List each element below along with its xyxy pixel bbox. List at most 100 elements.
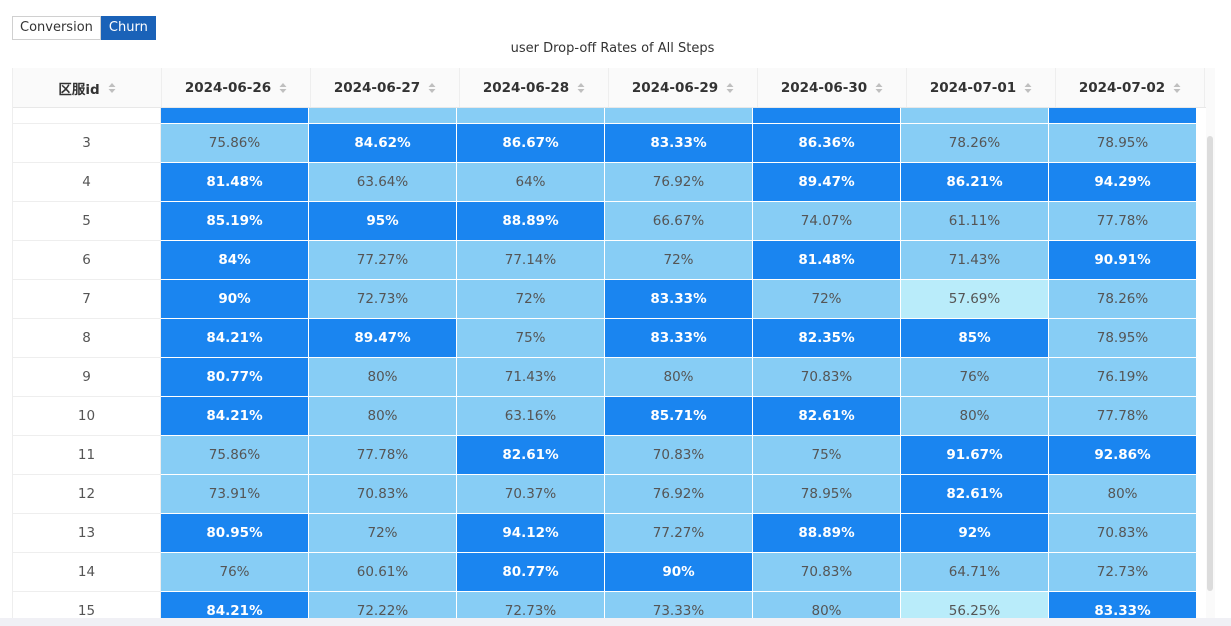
rate-cell: 77.27% (605, 514, 753, 553)
table-row: 14 76% 60.61% 80.77% 90% 70.83% 64.71% 72.73% (13, 553, 1206, 592)
rate-cell: 74.07% (753, 202, 901, 241)
rate-cell: 88.89% (753, 514, 901, 553)
rate-cell: 90.91% (1049, 241, 1197, 280)
table-row: 15 84.21% 72.22% 72.73% 73.33% 80% 56.25% 83.33… (13, 592, 1206, 618)
rate-cell: 78.95% (753, 475, 901, 514)
rate-cell: 56.25% (901, 592, 1049, 618)
rate-cell: 82.61% (457, 436, 605, 475)
rate-cell: 86.21% (901, 163, 1049, 202)
table-row: 7 90% 72.73% 72% 83.33% 72% 57.69% 78.26% (13, 280, 1206, 319)
rate-cell: 77.27% (309, 241, 457, 280)
row-id: 8 (13, 319, 161, 358)
rate-cell: 81.48% (753, 241, 901, 280)
rate-cell: 75.86% (161, 124, 309, 163)
rate-cell: 80% (605, 358, 753, 397)
rate-cell: 70.83% (753, 553, 901, 592)
rate-cell: 84.62% (309, 124, 457, 163)
scroll-thumb[interactable] (1207, 136, 1213, 591)
scrollbar[interactable] (1206, 68, 1215, 618)
rate-cell: 85.71% (605, 397, 753, 436)
rate-cell: 85.19% (161, 202, 309, 241)
rate-cell: 72% (605, 241, 753, 280)
column-header[interactable]: 2024-06-27 (311, 68, 460, 107)
column-header[interactable]: 2024-07-02 (1056, 68, 1205, 107)
rate-cell: 82.35% (753, 319, 901, 358)
rate-cell: 77.14% (457, 241, 605, 280)
rate-cell: 75% (457, 319, 605, 358)
row-id: 13 (13, 514, 161, 553)
sort-icon[interactable] (1024, 82, 1032, 94)
table-row: 12 73.91% 70.83% 70.37% 76.92% 78.95% 82.61% 80… (13, 475, 1206, 514)
sort-icon[interactable] (108, 82, 116, 94)
tab-group: Conversion Churn (12, 16, 156, 40)
tab[interactable]: Conversion (12, 16, 101, 40)
rate-cell: 84% (161, 241, 309, 280)
rate-cell: 73.91% (161, 475, 309, 514)
rate-cell: 72% (457, 280, 605, 319)
rate-cell: 78.95% (1049, 124, 1197, 163)
table-row: 10 84.21% 80% 63.16% 85.71% 82.61% 80% 77.78% (13, 397, 1206, 436)
rate-cell: 75% (753, 436, 901, 475)
rate-cell: 78.26% (901, 124, 1049, 163)
rate-cell: 86.67% (457, 124, 605, 163)
table-row: 9 80.77% 80% 71.43% 80% 70.83% 76% 76.19% (13, 358, 1206, 397)
table-row: 4 81.48% 63.64% 64% 76.92% 89.47% 86.21% 94.29% (13, 163, 1206, 202)
table: 281.48%76.47%66.67%72.73%84.62%76.92%100… (12, 68, 1206, 618)
rate-cell: 72.73% (457, 592, 605, 618)
sort-icon[interactable] (577, 82, 585, 94)
column-header[interactable]: 2024-06-28 (460, 68, 609, 107)
rate-cell: 78.95% (1049, 319, 1197, 358)
rate-cell: 72% (753, 280, 901, 319)
rate-cell: 80% (1049, 475, 1197, 514)
rate-cell: 86.36% (753, 124, 901, 163)
rate-cell: 72% (309, 514, 457, 553)
rate-cell: 72.22% (309, 592, 457, 618)
sort-icon[interactable] (1173, 82, 1181, 94)
rate-cell: 89.47% (309, 319, 457, 358)
column-label: 2024-06-29 (631, 79, 719, 96)
column-header[interactable]: 2024-06-26 (162, 68, 311, 107)
rate-cell: 70.83% (1049, 514, 1197, 553)
rate-cell: 71.43% (901, 241, 1049, 280)
rate-cell: 70.37% (457, 475, 605, 514)
rate-cell: 78.26% (1049, 280, 1197, 319)
rate-cell: 92.86% (1049, 436, 1197, 475)
column-header[interactable]: 2024-06-30 (758, 68, 907, 107)
table-row: 13 80.95% 72% 94.12% 77.27% 88.89% 92% 70.83% (13, 514, 1206, 553)
rate-cell: 83.33% (605, 280, 753, 319)
column-label: 2024-07-01 (929, 79, 1017, 96)
rate-cell: 72.73% (309, 280, 457, 319)
sort-icon[interactable] (726, 82, 734, 94)
rate-cell: 90% (161, 280, 309, 319)
column-header[interactable]: 2024-07-01 (907, 68, 1056, 107)
sort-icon[interactable] (875, 82, 883, 94)
rate-cell: 57.69% (901, 280, 1049, 319)
table-header: 区服id 2024-06-26 2024-06-27 2024-06-28 2024-0… (13, 68, 1206, 108)
column-label: 2024-06-27 (333, 79, 421, 96)
row-id: 14 (13, 553, 161, 592)
row-id: 15 (13, 592, 161, 618)
sort-icon[interactable] (279, 82, 287, 94)
rate-cell: 70.83% (753, 358, 901, 397)
rate-cell: 61.11% (901, 202, 1049, 241)
table-row: 5 85.19% 95% 88.89% 66.67% 74.07% 61.11% 77.78% (13, 202, 1206, 241)
sort-icon[interactable] (428, 82, 436, 94)
rate-cell: 85% (901, 319, 1049, 358)
rate-cell: 75.86% (161, 436, 309, 475)
rate-cell: 60.61% (309, 553, 457, 592)
rate-cell: 72.73% (1049, 553, 1197, 592)
row-id: 5 (13, 202, 161, 241)
column-header[interactable]: 2024-06-29 (609, 68, 758, 107)
column-label: 2024-06-26 (184, 79, 272, 96)
column-header[interactable]: 区服id (13, 68, 162, 107)
rate-cell: 95% (309, 202, 457, 241)
column-label: 2024-06-30 (780, 79, 868, 96)
row-id: 9 (13, 358, 161, 397)
rate-cell: 80% (753, 592, 901, 618)
tab[interactable]: Churn (100, 16, 156, 40)
table-row: 3 75.86% 84.62% 86.67% 83.33% 86.36% 78.26% 78.… (13, 124, 1206, 163)
rate-cell: 76% (161, 553, 309, 592)
rate-cell: 66.67% (605, 202, 753, 241)
table-row: 11 75.86% 77.78% 82.61% 70.83% 75% 91.67% 92.86… (13, 436, 1206, 475)
